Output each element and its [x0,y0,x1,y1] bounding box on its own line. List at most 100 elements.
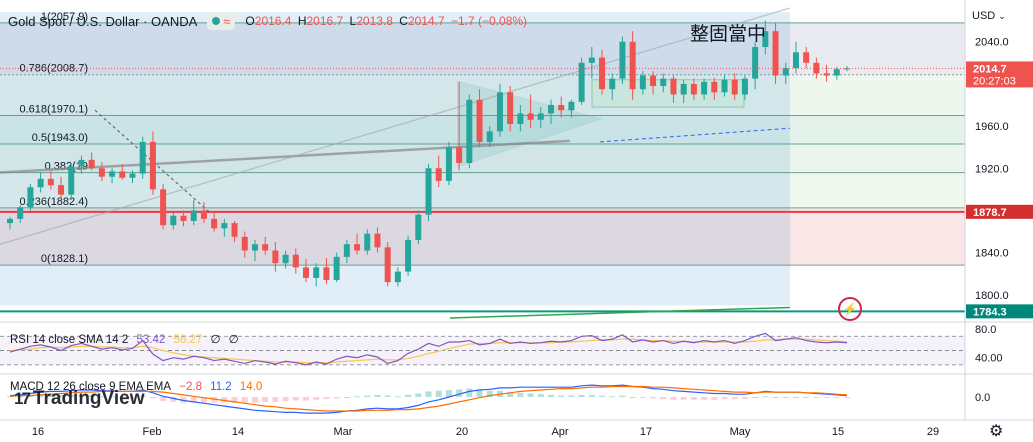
macd-hist-bar [47,394,54,397]
macd-hist-bar [823,397,830,398]
macd-hist-bar [323,397,330,400]
candle-body [98,168,105,177]
candle-body [58,185,65,195]
macd-hist-bar [241,397,248,403]
candle-body [721,79,728,93]
candle-body [456,147,463,163]
candle-body [578,62,585,102]
candle-body [374,233,381,248]
symbol-title[interactable]: Gold Spot / U.S. Dollar · OANDA [8,13,198,29]
candle-body [190,210,197,221]
macd-hist-bar [844,397,850,398]
chart-header: Gold Spot / U.S. Dollar · OANDA ≈ O2016.… [8,7,530,35]
candle-body [78,159,85,167]
candle-body [435,168,442,181]
candle-body [200,210,207,219]
candle-body [88,159,95,169]
market-status-badge[interactable]: ≈ [207,12,236,30]
macd-hist-bar [262,397,269,402]
candle-body [486,131,493,142]
macd-hist-bar [292,397,299,401]
macd-hist-bar [660,397,667,400]
macd-hist-bar [721,397,728,400]
candle-body [415,214,422,240]
macd-name: MACD 12 26 close 9 EMA EMA [10,381,172,393]
macd-hist-bar [782,397,789,398]
macd-hist-bar [772,397,779,398]
macd-legend[interactable]: MACD 12 26 close 9 EMA EMA −2.8 11.2 14.… [10,381,267,393]
candle-body [711,81,718,93]
macd-hist-bar [456,389,463,397]
candle-body [629,41,636,90]
candle-body [639,75,646,90]
macd-hist-bar [119,397,126,398]
alert-bolt-icon[interactable]: ⚡ [838,297,862,321]
rsi-sma-value: 56.27 [173,334,203,346]
currency-selector[interactable]: USD [972,10,1006,22]
fib-band [0,144,965,173]
macd-hist-bar [670,397,677,400]
rsi-legend[interactable]: RSI 14 close SMA 14 2 53.42 56.27 ∅ ∅ [10,332,244,346]
projection-box [0,12,790,306]
market-status-icon: ≈ [223,13,231,29]
macd-hist-bar [619,395,626,397]
macd-hist-bar [486,390,493,397]
rsi-extra-1: ∅ [210,334,221,346]
candle-body [68,166,75,195]
macd-hist-bar [17,396,24,398]
open-key: O [245,14,255,28]
fib-label: 1(2057.9) [41,11,88,23]
candle-body [354,244,361,251]
trend-line [0,7,791,245]
macd-hist-bar [384,395,391,397]
macd-hist-bar [354,396,361,398]
macd-hist-bar [639,397,646,398]
macd-hist-bar [37,394,44,397]
macd-hist-bar [803,397,810,398]
candle-body [547,105,554,114]
candle-body [251,244,258,251]
rsi-line [9,332,848,366]
consolidation-box [591,79,745,108]
support-price-tag: 1784.3 [973,306,1007,318]
candle-body [180,215,187,221]
macd-hist-bar [752,397,759,398]
price-tick-label: 2040.0 [975,37,1009,49]
resistance-price-tag-bg [966,204,1033,219]
candle-body [425,168,432,215]
candle-body [170,215,177,226]
macd-hist-bar [445,390,452,397]
candle-body [211,218,218,229]
open-value: 2016.4 [254,14,292,28]
macd-hist-bar [588,394,595,397]
trend-line [449,306,791,319]
candle-body [599,57,606,90]
candle-body [303,267,310,278]
last-price-tag-countdown: 20:27:03 [973,75,1016,87]
last-price-tag: 2014.7 [973,63,1007,75]
macd-line-value: 11.2 [210,381,232,393]
candle-body [803,52,810,63]
macd-hist-bar [211,397,218,403]
macd-hist-bar [221,397,228,403]
candle-body [160,189,167,226]
candle-body [650,75,657,87]
price-tick-label: 1840.0 [975,248,1009,260]
time-tick-label: Mar [334,426,353,438]
trend-line [0,139,571,174]
candle-body [701,81,708,95]
settings-gear-icon[interactable]: ⚙ [989,423,1004,440]
macd-hist-bar [599,395,606,397]
tradingview-watermark: 17 TradingView [14,388,145,410]
candle-body [823,73,830,76]
macd-tick-label: 0.0 [975,392,990,404]
candle-body [507,92,514,124]
time-tick-label: 14 [232,426,244,438]
tradingview-logo-icon: 17 [14,389,31,408]
fib-label: 0.786(2008.7) [20,63,89,75]
time-tick-label: May [730,426,751,438]
macd-hist-bar [527,393,534,397]
candle-body [323,267,330,281]
candle-body [17,207,24,219]
